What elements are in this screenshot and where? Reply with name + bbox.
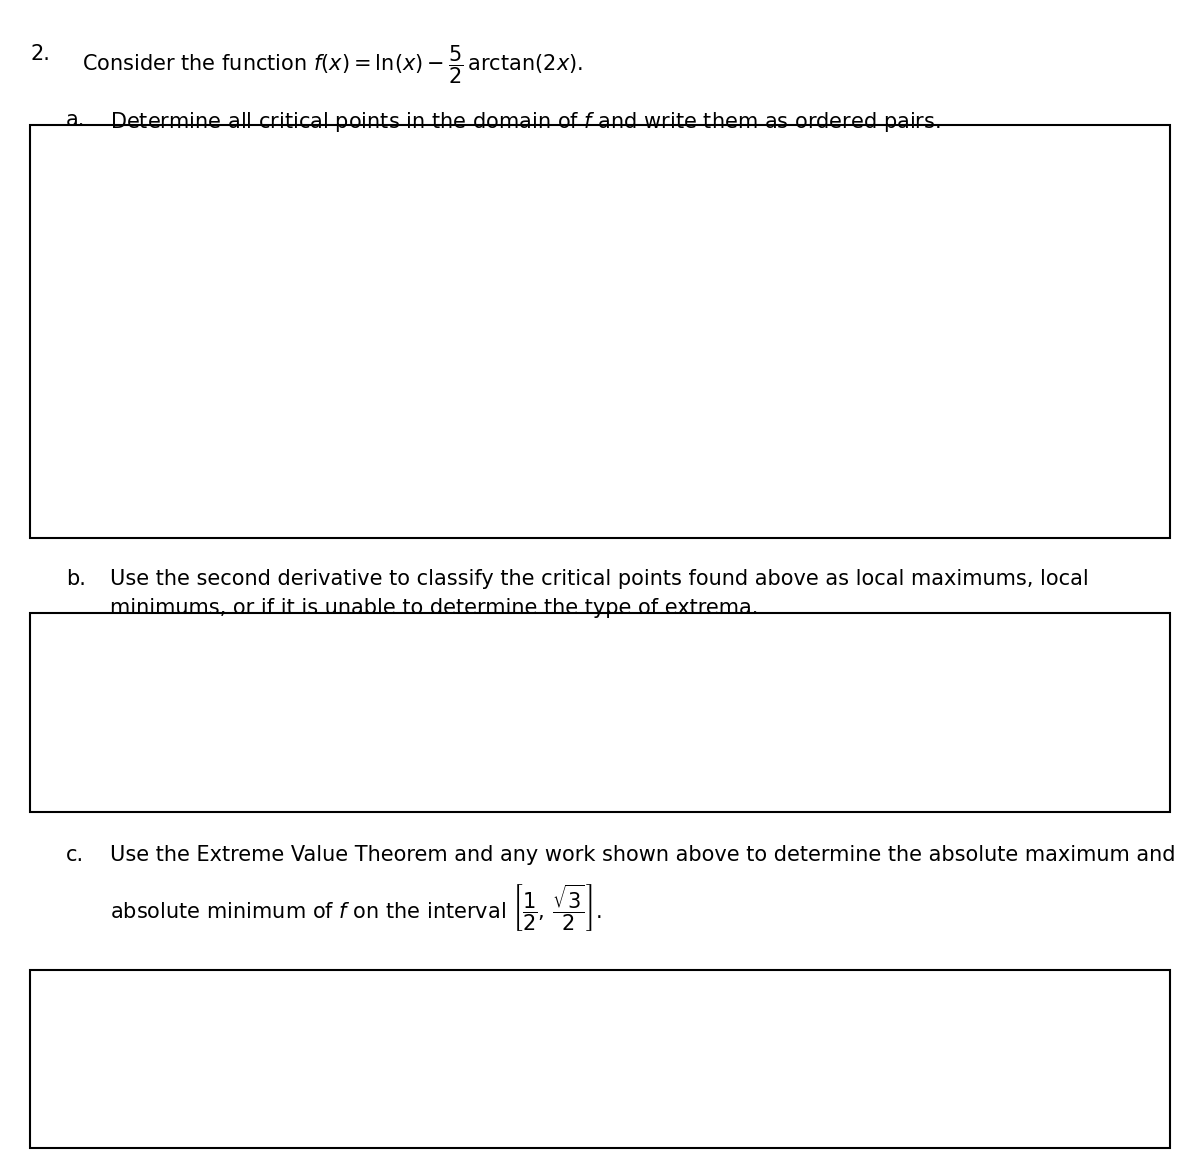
Bar [30, 125, 1170, 538]
Text: Consider the function $f(x) = \mathrm{ln}(x) - \dfrac{5}{2}\,\mathrm{arctan}(2x): Consider the function $f(x) = \mathrm{ln… [82, 44, 582, 87]
Text: absolute minimum of $f$ on the interval $\left[\dfrac{1}{2},\,\dfrac{\sqrt{3}}{2: absolute minimum of $f$ on the interval … [110, 882, 602, 933]
Text: Use the second derivative to classify the critical points found above as local m: Use the second derivative to classify th… [110, 569, 1090, 589]
Text: 2.: 2. [30, 44, 50, 64]
Bar [30, 613, 1170, 812]
Text: minimums, or if it is unable to determine the type of extrema.: minimums, or if it is unable to determin… [110, 598, 758, 618]
Bar [30, 970, 1170, 1148]
Text: Determine all critical points in the domain of $f$ and write them as ordered pai: Determine all critical points in the dom… [110, 110, 941, 134]
Text: a.: a. [66, 110, 85, 130]
Text: Use the Extreme Value Theorem and any work shown above to determine the absolute: Use the Extreme Value Theorem and any wo… [110, 845, 1176, 864]
Text: b.: b. [66, 569, 86, 589]
Text: c.: c. [66, 845, 84, 864]
